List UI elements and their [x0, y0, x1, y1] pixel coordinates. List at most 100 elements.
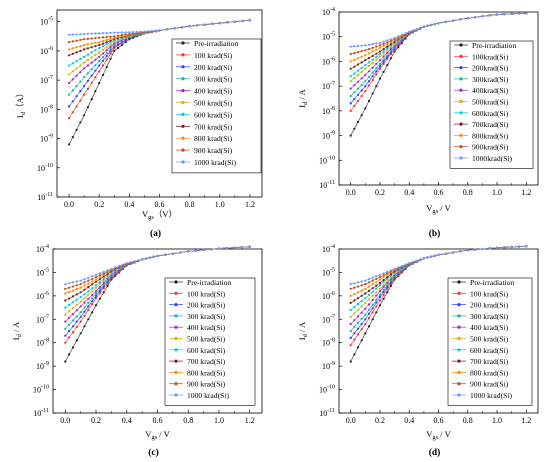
data-point	[375, 280, 378, 283]
chart-panel-d: 0.0 0.2 0.4 0.6 0.8 1.0 1.2 10-11 10-10 10-9 10-8 1…	[297, 244, 539, 458]
x-tick-label: 0.6	[434, 188, 444, 197]
data-point	[382, 60, 385, 63]
data-point	[79, 99, 82, 102]
data-point	[106, 269, 109, 272]
data-point	[79, 291, 82, 294]
data-point	[75, 95, 78, 98]
y-tick-label: 10-7	[40, 75, 53, 85]
data-point	[367, 84, 371, 87]
data-point	[75, 339, 78, 342]
data-point	[71, 319, 75, 322]
data-point	[400, 264, 403, 268]
legend-label: 1000 krad(Si)	[194, 158, 236, 167]
data-point	[382, 50, 385, 53]
data-point	[367, 48, 371, 51]
legend-swatch-marker	[457, 336, 461, 341]
data-point	[102, 275, 105, 278]
data-point	[353, 84, 356, 87]
data-point	[371, 298, 374, 302]
data-point	[102, 272, 105, 275]
data-point	[397, 266, 400, 269]
legend-swatch-marker	[181, 160, 185, 164]
data-point	[349, 102, 352, 105]
data-point	[90, 37, 93, 40]
data-point	[386, 272, 389, 275]
data-point	[75, 84, 78, 88]
x-tick-label: 0.8	[185, 200, 195, 209]
legend-swatch-marker	[174, 303, 178, 307]
data-point	[389, 276, 392, 279]
data-point	[125, 262, 128, 265]
y-axis-label: Id / A	[297, 88, 309, 107]
legend-label: 200 krad(Si)	[194, 63, 233, 72]
data-point	[64, 292, 67, 295]
legend-label: 1000 krad(Si)	[187, 391, 229, 400]
data-point	[90, 68, 93, 71]
y-tick-label: 10-9	[322, 131, 335, 141]
data-point	[79, 57, 82, 61]
data-point	[360, 94, 363, 98]
data-point	[79, 64, 82, 67]
data-point	[79, 90, 82, 93]
data-point	[94, 280, 98, 283]
data-point	[109, 48, 112, 51]
data-point	[382, 291, 385, 294]
x-axis-label: Vgs / V	[426, 203, 451, 215]
data-point	[94, 290, 98, 293]
data-point	[102, 281, 105, 285]
data-point	[353, 282, 356, 285]
data-point	[196, 24, 199, 27]
data-point	[106, 284, 109, 287]
data-point	[91, 280, 94, 283]
data-point	[94, 49, 97, 52]
legend-swatch-marker	[174, 325, 178, 329]
x-tick-label: 0.0	[64, 200, 74, 209]
data-point	[382, 286, 385, 289]
data-point	[87, 286, 90, 289]
y-tick-label: 10-11	[319, 408, 335, 418]
data-point	[71, 111, 74, 114]
data-point	[86, 87, 89, 90]
data-point	[364, 283, 367, 286]
data-point	[83, 48, 86, 51]
data-point	[386, 51, 389, 54]
data-point	[386, 54, 389, 57]
y-tick-label: 10-4	[36, 244, 49, 254]
legend-label: 500 krad(Si)	[187, 335, 226, 344]
data-point	[495, 13, 499, 16]
data-point	[360, 50, 363, 53]
data-point	[367, 56, 371, 60]
data-point	[389, 41, 392, 44]
x-tick-label: 0.4	[404, 416, 414, 425]
data-point	[71, 325, 75, 328]
data-point	[371, 54, 374, 58]
data-point	[90, 46, 93, 49]
data-point	[94, 53, 97, 57]
data-point	[98, 46, 101, 50]
data-point	[386, 49, 389, 52]
data-point	[481, 247, 484, 251]
data-point	[86, 47, 89, 50]
data-point	[356, 308, 360, 311]
data-point	[386, 39, 389, 42]
data-point	[83, 114, 86, 117]
data-point	[87, 308, 90, 311]
legend-box	[447, 277, 533, 406]
data-point	[187, 250, 190, 253]
x-tick-label: 0.0	[346, 416, 356, 425]
data-point	[211, 22, 214, 25]
data-point	[241, 19, 244, 23]
data-point	[356, 120, 360, 124]
data-point	[79, 279, 82, 282]
data-point	[116, 34, 120, 37]
data-point	[68, 353, 71, 356]
legend-swatch-marker	[181, 124, 185, 128]
data-point	[356, 99, 360, 103]
data-point	[378, 293, 382, 296]
data-point	[79, 286, 82, 289]
legend-label: 500 krad(Si)	[470, 335, 509, 344]
data-point	[68, 316, 71, 319]
data-point	[382, 274, 385, 277]
data-point	[378, 290, 382, 293]
legend-label: 300 krad(Si)	[194, 75, 233, 84]
